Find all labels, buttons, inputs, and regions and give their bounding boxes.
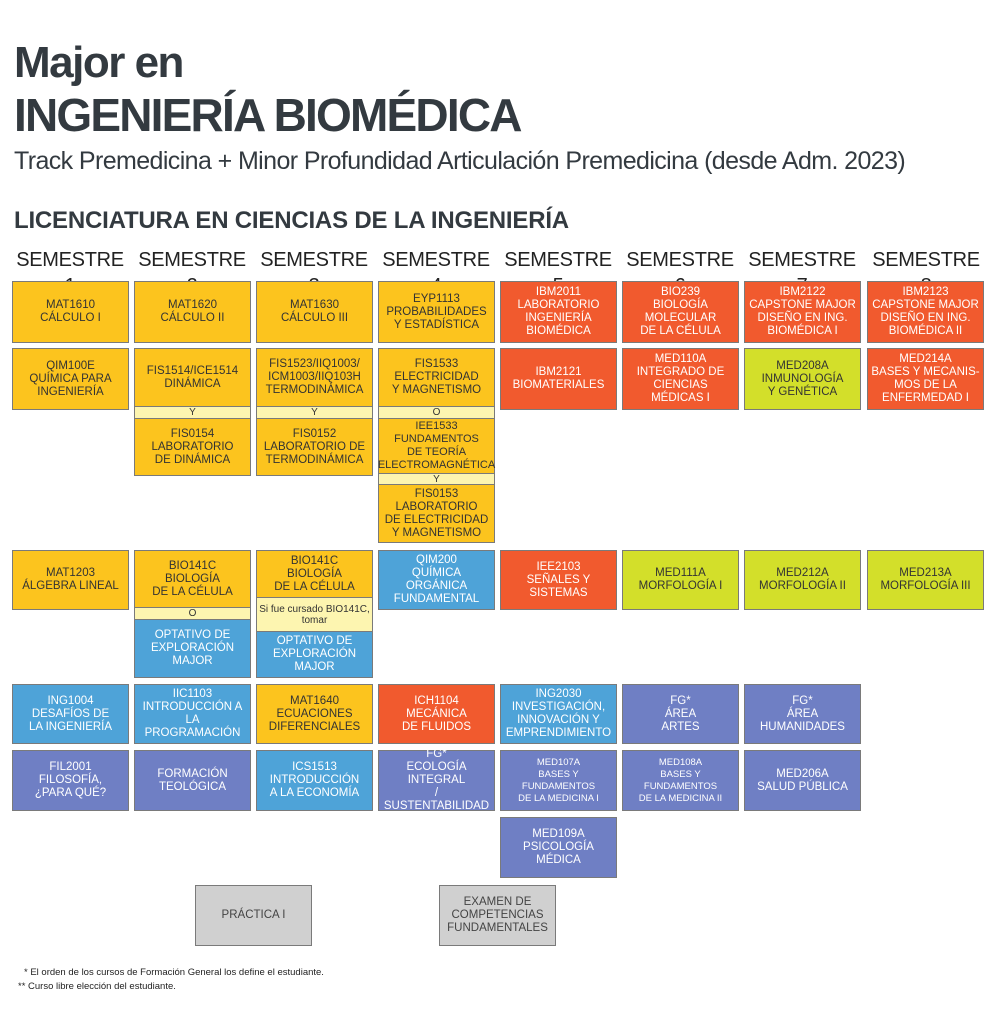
course-ibm2123: IBM2123 CAPSTONE MAJOR DISEÑO EN ING. BI… bbox=[867, 281, 984, 343]
course-med111a: MED111A MORFOLOGÍA I bbox=[622, 550, 739, 610]
course-qim100e: QIM100E QUÍMICA PARA INGENIERÍA bbox=[12, 348, 129, 410]
course-med208a: MED208A INMUNOLOGÍA Y GENÉTICA bbox=[744, 348, 861, 410]
course-med212a: MED212A MORFOLOGÍA II bbox=[744, 550, 861, 610]
course-mat1203: MAT1203 ÁLGEBRA LINEAL bbox=[12, 550, 129, 610]
course-qim200: QIM200 QUÍMICA ORGÁNICA FUNDAMENTAL bbox=[378, 550, 495, 610]
course-bio141c-b: BIO141C BIOLOGÍA DE LA CÉLULA bbox=[256, 550, 373, 598]
course-mat1620: MAT1620 CÁLCULO II bbox=[134, 281, 251, 343]
course-examen-competencias: EXAMEN DE COMPETENCIAS FUNDAMENTALES bbox=[439, 885, 556, 946]
course-optativo-a: OPTATIVO DE EXPLORACIÓN MAJOR bbox=[134, 619, 251, 678]
course-bio239: BIO239 BIOLOGÍA MOLECULAR DE LA CÉLULA bbox=[622, 281, 739, 343]
course-mat1610: MAT1610 CÁLCULO I bbox=[12, 281, 129, 343]
course-med110a: MED110A INTEGRADO DE CIENCIAS MÉDICAS I bbox=[622, 348, 739, 410]
course-ing1004: ING1004 DESAFÍOS DE LA INGENIERÍA bbox=[12, 684, 129, 744]
course-formacion-teologica: FORMACIÓN TEOLÓGICA bbox=[134, 750, 251, 811]
connector-or: O bbox=[134, 608, 251, 619]
course-ich1104: ICH1104 MECÁNICA DE FLUIDOS bbox=[378, 684, 495, 744]
footnote-1: * El orden de los cursos de Formación Ge… bbox=[24, 967, 324, 978]
course-iic1103: IIC1103 INTRODUCCIÓN A LA PROGRAMACIÓN bbox=[134, 684, 251, 744]
course-ibm2011: IBM2011 LABORATORIO INGENIERÍA BIOMÉDICA bbox=[500, 281, 617, 343]
course-med214a: MED214A BASES Y MECANIS- MOS DE LA ENFER… bbox=[867, 348, 984, 410]
course-iee2103: IEE2103 SEÑALES Y SISTEMAS bbox=[500, 550, 617, 610]
course-fis1514: FIS1514/ICE1514 DINÁMICA bbox=[134, 348, 251, 407]
course-fil2001: FIL2001 FILOSOFÍA, ¿PARA QUÉ? bbox=[12, 750, 129, 811]
course-med109a: MED109A PSICOLOGÍA MÉDICA bbox=[500, 817, 617, 878]
course-fg-artes: FG* ÁREA ARTES bbox=[622, 684, 739, 744]
course-med108a: MED108A BASES Y FUNDAMENTOS DE LA MEDICI… bbox=[622, 750, 739, 811]
course-ibm2122: IBM2122 CAPSTONE MAJOR DISEÑO EN ING. BI… bbox=[744, 281, 861, 343]
course-ics1513: ICS1513 INTRODUCCIÓN A LA ECONOMÍA bbox=[256, 750, 373, 811]
title-line-1: Major en bbox=[14, 38, 184, 87]
course-fis0152: FIS0152 LABORATORIO DE TERMODINÁMICA bbox=[256, 418, 373, 476]
connector-or: O bbox=[378, 407, 495, 418]
footnote-2: ** Curso libre elección del estudiante. bbox=[18, 981, 176, 992]
course-practica-i: PRÁCTICA I bbox=[195, 885, 312, 946]
course-med213a: MED213A MORFOLOGÍA III bbox=[867, 550, 984, 610]
course-med206a: MED206A SALUD PÚBLICA bbox=[744, 750, 861, 811]
course-bio141c-a: BIO141C BIOLOGÍA DE LA CÉLULA bbox=[134, 550, 251, 608]
subtitle: Track Premedicina + Minor Profundidad Ar… bbox=[14, 147, 906, 175]
course-mat1640: MAT1640 ECUACIONES DIFERENCIALES bbox=[256, 684, 373, 744]
course-ing2030: ING2030 INVESTIGACIÓN, INNOVACIÓN Y EMPR… bbox=[500, 684, 617, 744]
course-ibm2121: IBM2121 BIOMATERIALES bbox=[500, 348, 617, 410]
course-mat1630: MAT1630 CÁLCULO III bbox=[256, 281, 373, 343]
course-fis0154: FIS0154 LABORATORIO DE DINÁMICA bbox=[134, 418, 251, 476]
connector-and: Y bbox=[378, 474, 495, 485]
course-optativo-b: OPTATIVO DE EXPLORACIÓN MAJOR bbox=[256, 631, 373, 678]
connector-and: Y bbox=[134, 407, 251, 418]
connector-and: Y bbox=[256, 407, 373, 418]
section-title: LICENCIATURA EN CIENCIAS DE LA INGENIERÍ… bbox=[14, 207, 569, 234]
course-fg-ecologia: FG* ECOLOGÍA INTEGRAL / SUSTENTABILIDAD bbox=[378, 748, 495, 812]
course-iee1533: IEE1533 FUNDAMENTOS DE TEORÍA ELECTROMAG… bbox=[378, 418, 495, 474]
course-fis0153: FIS0153 LABORATORIO DE ELECTRICIDAD Y MA… bbox=[378, 484, 495, 543]
title-line-2: INGENIERÍA BIOMÉDICA bbox=[14, 89, 522, 141]
course-fg-humanidades: FG* ÁREA HUMANIDADES bbox=[744, 684, 861, 744]
course-eyp1113: EYP1113 PROBABILIDADES Y ESTADÍSTICA bbox=[378, 281, 495, 343]
course-fis1523: FIS1523/IIQ1003/ ICM1003/IIQ103H TERMODI… bbox=[256, 348, 373, 407]
bio141c-note: Si fue cursado BIO141C, tomar bbox=[256, 598, 373, 631]
course-fis1533: FIS1533 ELECTRICIDAD Y MAGNETISMO bbox=[378, 348, 495, 407]
course-med107a: MED107A BASES Y FUNDAMENTOS DE LA MEDICI… bbox=[500, 750, 617, 811]
